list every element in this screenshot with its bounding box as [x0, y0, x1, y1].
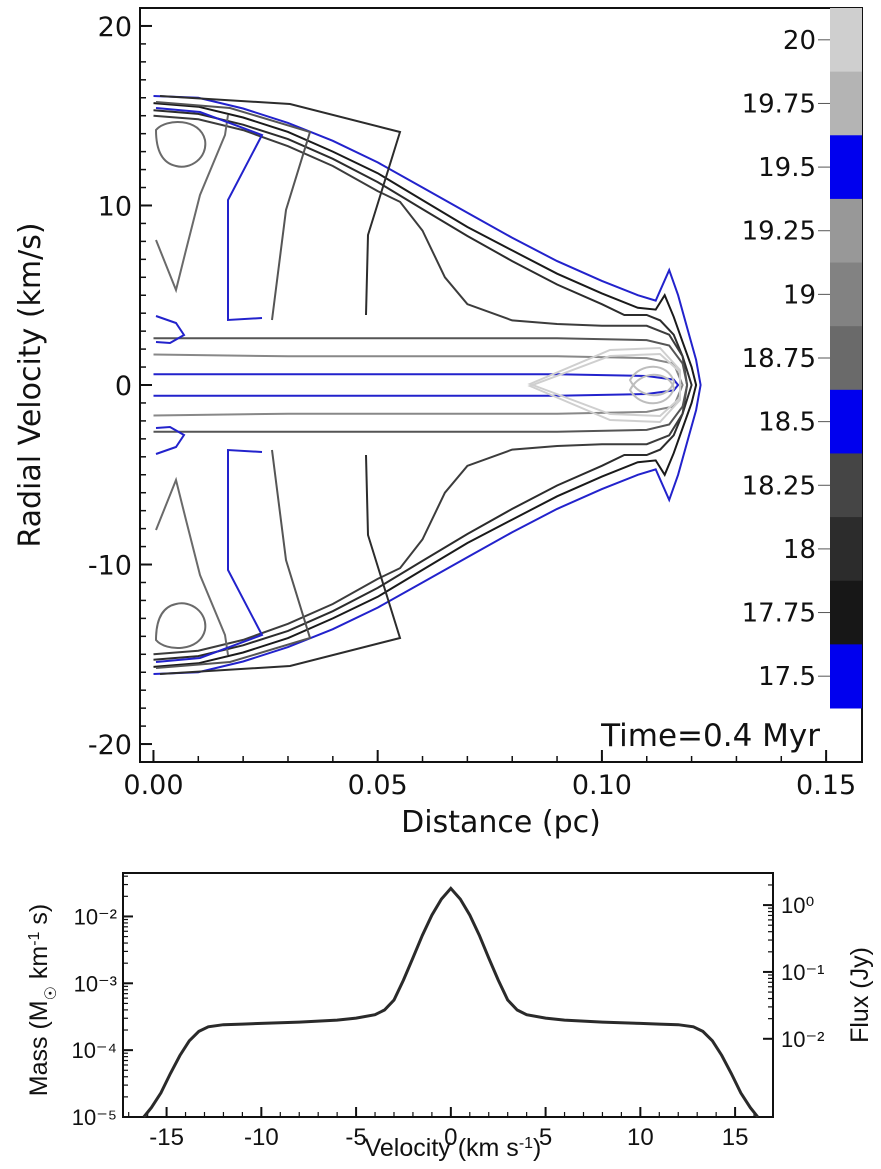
contour-feature — [154, 602, 207, 650]
mass-axis-title: Mass (M☉ km-1 s) — [25, 904, 60, 1096]
velocity-profile-line — [142, 886, 759, 1118]
contour-line — [153, 102, 698, 668]
y-tick-label: 10 — [98, 191, 132, 222]
x-tick-label: 0.15 — [796, 770, 856, 801]
bottom-x-tick-label: 10 — [627, 1124, 654, 1151]
contour-feature — [155, 476, 229, 656]
y-axis-title: Radial Velocity (km/s) — [13, 222, 48, 547]
contour-line — [153, 109, 693, 661]
colorbar-label: 17.75 — [742, 599, 816, 629]
colorbar-label: 19 — [783, 280, 816, 310]
mass-tick-label: 10⁻³ — [74, 971, 117, 996]
colorbar-swatch — [830, 198, 862, 264]
flux-tick-label: 10⁻² — [781, 1027, 824, 1052]
contour-feature — [628, 365, 676, 397]
contour-line — [153, 353, 684, 417]
bottom-x-tick-label: 0 — [444, 1124, 457, 1151]
contour-line — [153, 114, 689, 656]
colorbar-label: 18.25 — [742, 471, 816, 501]
contour-feature — [159, 95, 402, 316]
contour-lines — [153, 95, 702, 675]
colorbar-label: 17.5 — [758, 662, 816, 692]
bottom-x-tick-label: 5 — [539, 1124, 552, 1151]
colorbar-swatch — [830, 644, 862, 709]
y-tick-label: -10 — [88, 551, 132, 582]
bottom-x-tick-label: 15 — [722, 1124, 749, 1151]
colorbar-label: 18.75 — [742, 344, 816, 374]
contour-plot-frame — [139, 7, 863, 763]
colorbar: 20 19.75 19.5 19.25 19 18.75 18.5 18.25 18 17.75 1… — [742, 8, 862, 709]
colorbar-swatch — [830, 71, 862, 136]
colorbar-swatch — [830, 453, 862, 518]
contour-feature — [155, 449, 312, 669]
time-annotation: Time=0.4 Myr — [600, 718, 820, 754]
mass-tick-label: 10⁻⁵ — [72, 1105, 117, 1130]
bottom-x-axis-title: Velocity (km s-1) — [365, 1134, 542, 1162]
contour-feature — [155, 114, 229, 294]
line-plot: -15 -10 -5 0 5 10 15 10⁻² 10⁻³ 10⁻⁴ 10⁻⁵ 10⁰ 10⁻¹ 10⁻… — [25, 872, 874, 1162]
bottom-x-tick-label: -5 — [345, 1124, 366, 1151]
y-tick-label: 20 — [98, 12, 132, 43]
contour-line — [153, 337, 689, 433]
x-axis-title: Distance (pc) — [401, 805, 601, 840]
mass-tick-label: 10⁻⁴ — [71, 1038, 117, 1063]
contour-line — [153, 95, 702, 675]
contour-plot: 20 19.75 19.5 19.25 19 18.75 18.5 18.25 18 17.75 1… — [13, 7, 863, 840]
contour-feature — [155, 448, 264, 663]
colorbar-label: 19.25 — [742, 217, 816, 247]
mass-tick-label: 10⁻² — [74, 904, 117, 929]
y-tick-label: -20 — [88, 730, 132, 761]
contour-feature — [159, 454, 402, 675]
flux-axis-title: Flux (Jy) — [846, 947, 874, 1043]
y-tick-label: 0 — [115, 371, 132, 402]
colorbar-swatch — [830, 326, 862, 391]
colorbar-label: 18.5 — [758, 408, 816, 438]
colorbar-label: 18 — [783, 535, 816, 565]
contour-feature — [628, 373, 676, 405]
colorbar-swatch — [830, 262, 862, 327]
x-tick-label: 0.00 — [123, 770, 183, 801]
x-tick-label: 0.05 — [348, 770, 408, 801]
bottom-x-tick-label: -15 — [149, 1124, 184, 1151]
colorbar-swatch — [830, 389, 862, 454]
x-tick-label: 0.10 — [572, 770, 632, 801]
contour-plot-ticks: 0.00 0.05 0.10 0.15 20 10 0 -10 -20 — [88, 12, 856, 801]
contour-feature — [154, 120, 207, 168]
contour-feature — [155, 107, 264, 322]
contour-line — [153, 373, 680, 397]
line-plot-frame — [122, 872, 774, 1118]
contour-feature — [155, 101, 312, 321]
line-plot-ticks: -15 -10 -5 0 5 10 15 10⁻² 10⁻³ 10⁻⁴ 10⁻⁵ 10⁰ 10⁻¹ 10⁻… — [71, 872, 824, 1151]
bottom-x-tick-label: -10 — [244, 1124, 279, 1151]
colorbar-label: 19.5 — [758, 153, 816, 183]
colorbar-swatch — [830, 135, 862, 200]
colorbar-label: 20 — [783, 26, 816, 56]
contour-feature — [155, 315, 186, 345]
colorbar-swatch — [830, 517, 862, 582]
colorbar-swatch — [830, 8, 862, 73]
colorbar-swatch — [830, 580, 862, 645]
flux-tick-label: 10⁰ — [781, 893, 814, 918]
flux-tick-label: 10⁻¹ — [781, 960, 824, 985]
contour-feature — [155, 425, 186, 455]
colorbar-label: 19.75 — [742, 89, 816, 119]
contour-feature — [527, 352, 681, 424]
